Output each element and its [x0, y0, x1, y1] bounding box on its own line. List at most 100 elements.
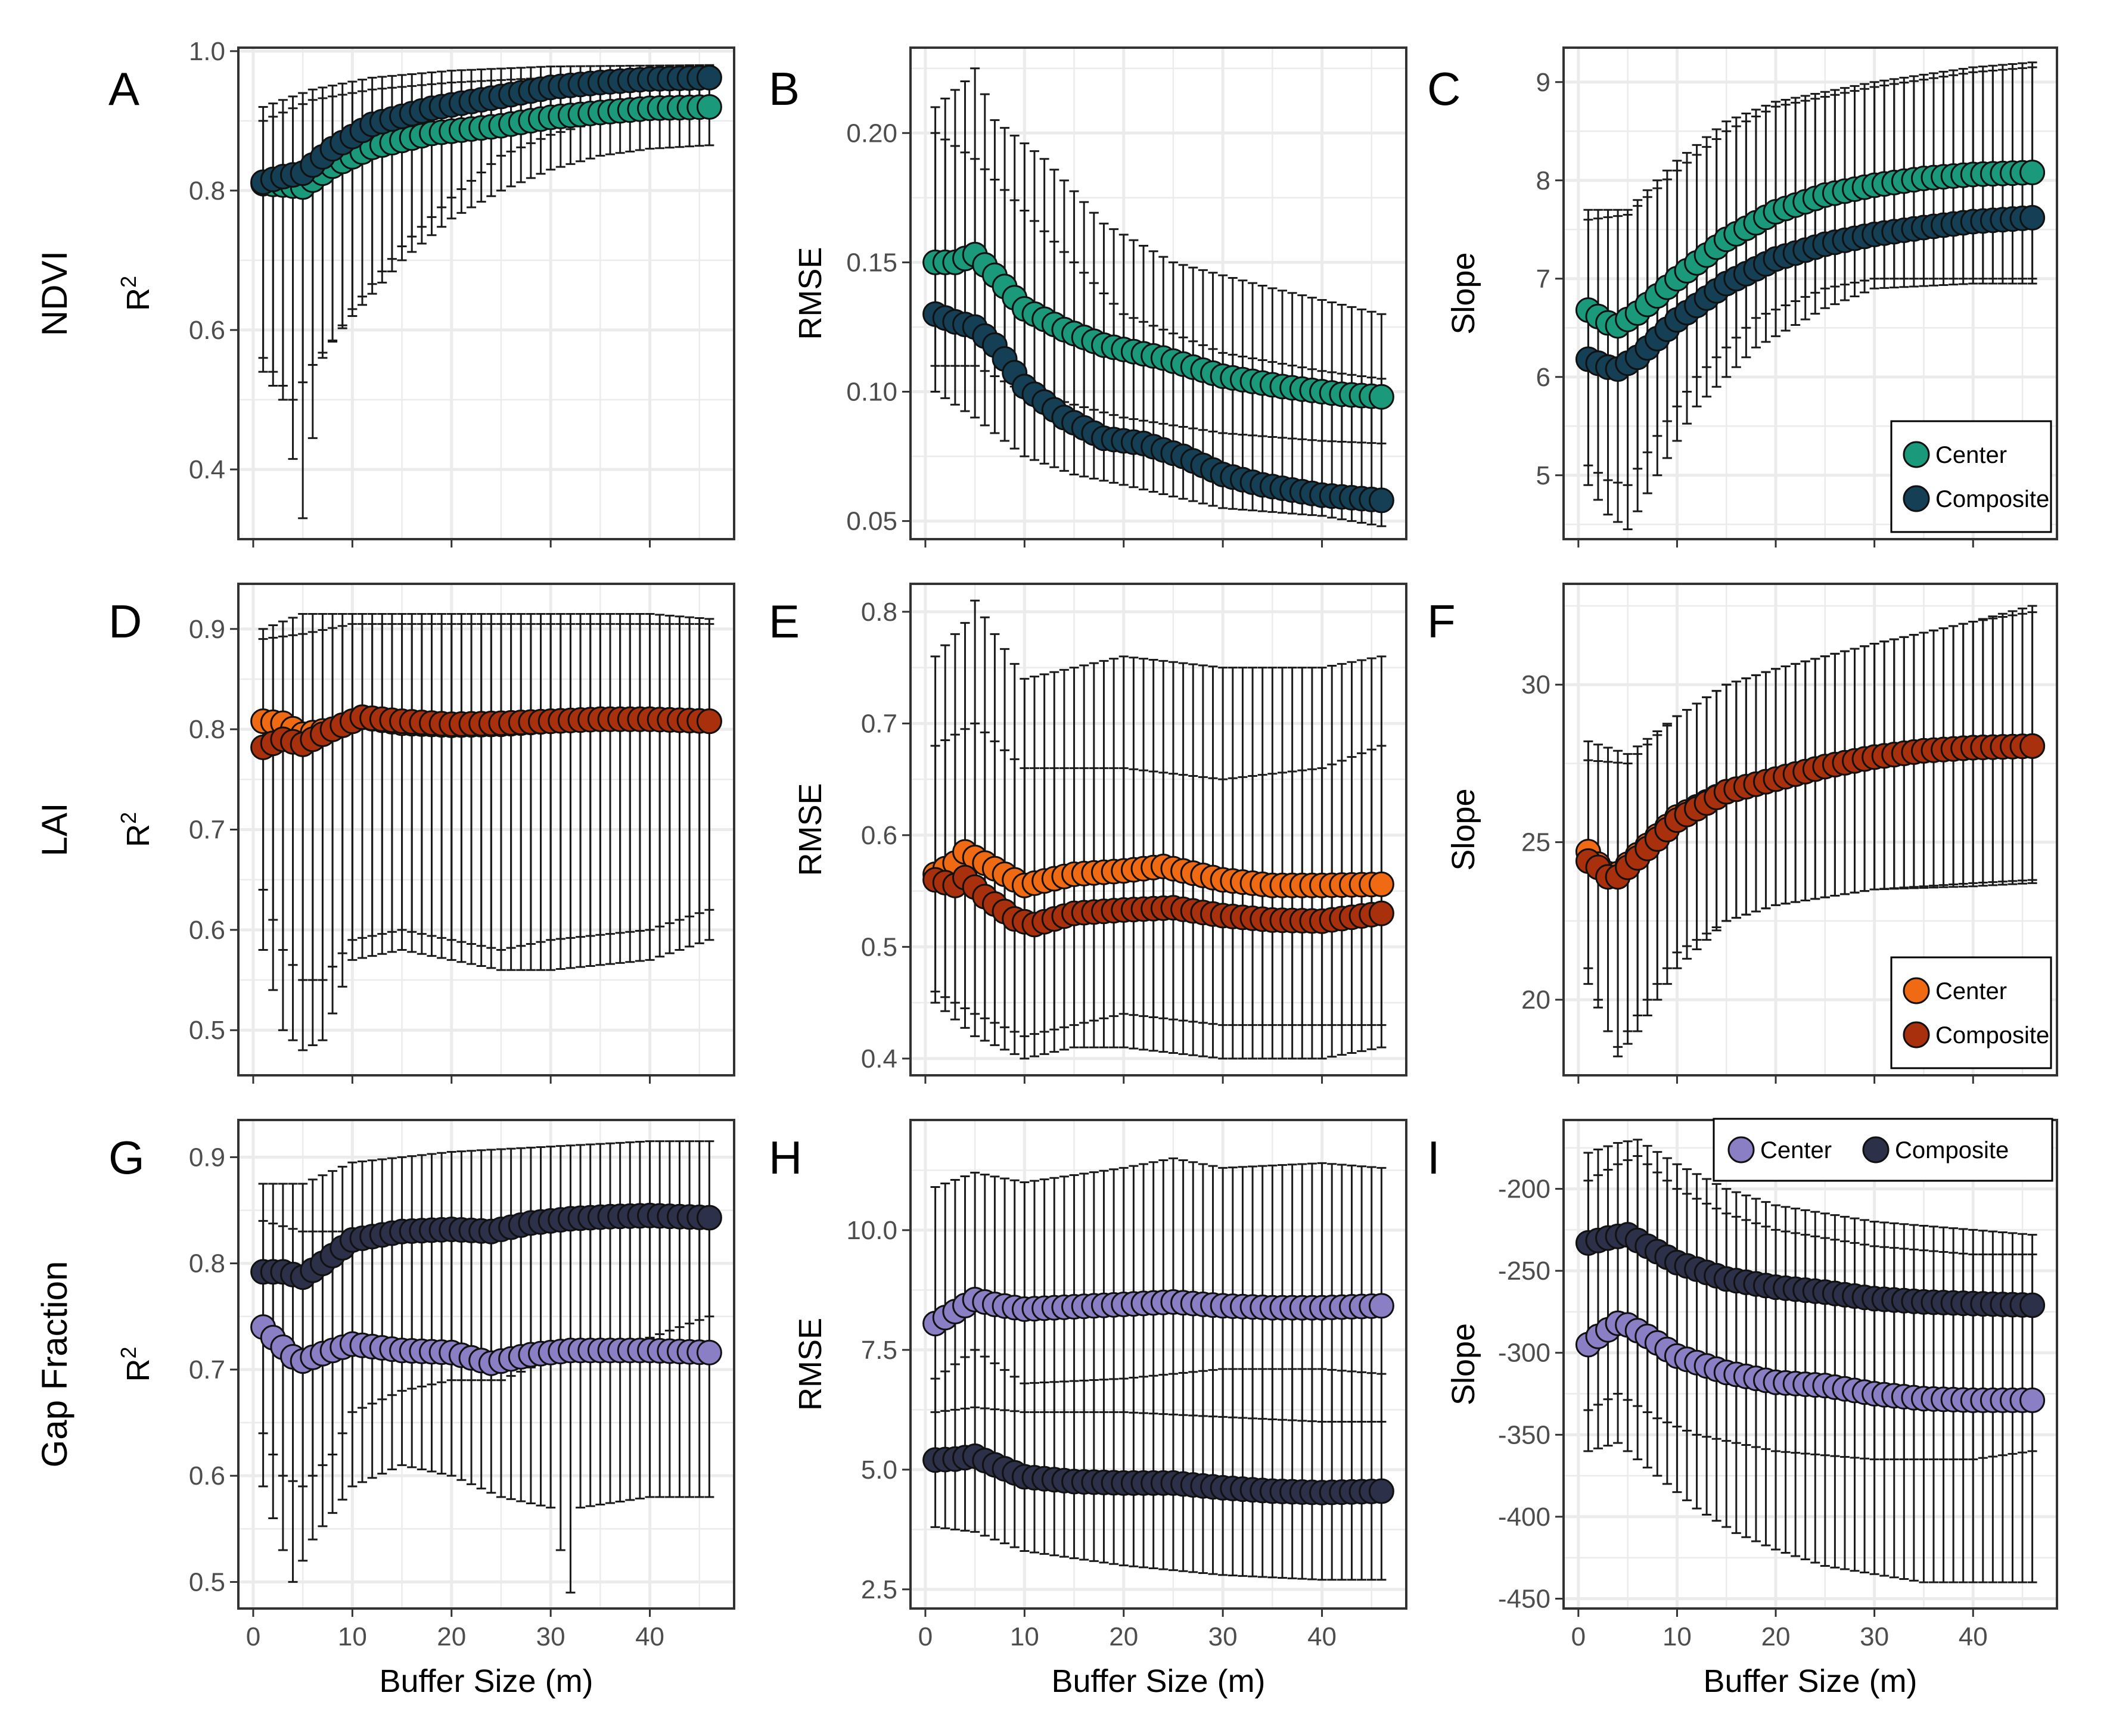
legend-key	[1903, 485, 1930, 512]
y-axis: 0.05 0.10 0.15 0.20	[846, 119, 910, 536]
series-center	[250, 1314, 722, 1376]
error-bar	[1357, 752, 1367, 1052]
error-bar	[318, 613, 328, 1041]
y-tick-label: -350	[1498, 1420, 1550, 1449]
error-bar	[496, 613, 506, 971]
error-bar	[1997, 1231, 2008, 1457]
legend-label: Center	[1935, 442, 2007, 468]
error-bar	[1642, 743, 1652, 1017]
error-bar	[536, 613, 546, 971]
data-point	[696, 708, 722, 735]
series-composite	[1575, 733, 2046, 890]
y-tick-label: 6	[1536, 363, 1550, 392]
error-bar	[377, 613, 387, 955]
error-bar	[990, 178, 1000, 434]
y-tick-label: 10.0	[846, 1216, 897, 1245]
error-bar	[1702, 146, 1712, 398]
y-axis-title-base: R	[120, 288, 156, 311]
data-point	[2019, 1292, 2046, 1318]
y-tick-label: 20	[1521, 985, 1550, 1015]
error-bar	[1839, 1215, 1850, 1458]
y-tick-label: 0.6	[189, 316, 225, 345]
legend-label: Center	[1760, 1137, 1832, 1163]
error-bar	[467, 1150, 477, 1382]
error-bar	[1020, 210, 1030, 458]
error-bar	[1958, 1228, 1968, 1461]
y-tick-label: -300	[1498, 1339, 1550, 1368]
error-bar	[367, 613, 377, 957]
error-bar	[1850, 1217, 1860, 1459]
y-tick-label: 0.4	[861, 1044, 897, 1074]
legend-box	[1890, 420, 2052, 533]
error-bar	[328, 613, 338, 1015]
y-tick-label: 0.15	[846, 248, 897, 277]
y-tick-label: 0.7	[861, 709, 897, 738]
data-point	[696, 64, 722, 91]
error-bar	[970, 158, 980, 419]
y-tick-label: 0.6	[861, 821, 897, 850]
x-axis-title: Buffer Size (m)	[1051, 1663, 1265, 1699]
error-bar	[970, 1349, 980, 1533]
error-bar	[407, 613, 417, 953]
error-bar	[278, 620, 288, 1031]
panel-B: 0.05 0.10 0.15 0.20 RMSE B	[769, 46, 1407, 547]
error-bar	[655, 1140, 665, 1335]
error-bar	[694, 617, 704, 944]
y-tick-label: 0.05	[846, 507, 897, 536]
error-bar	[1761, 1201, 1771, 1450]
error-bar	[347, 1161, 358, 1413]
error-bar	[565, 613, 576, 969]
y-axis-title: Slope	[1446, 252, 1481, 334]
error-bar	[1949, 1227, 1959, 1461]
points	[250, 704, 722, 760]
error-bar	[1780, 1206, 1791, 1453]
series-composite	[1575, 204, 2046, 382]
panel-C: 5 6 7 8 9 Slope C Center Composite	[1427, 46, 2058, 547]
error-bar	[1069, 261, 1079, 475]
y-axis-title: RMSE	[793, 1318, 828, 1411]
legend-box	[1890, 956, 2052, 1069]
error-bar	[1968, 1228, 1978, 1461]
error-bar	[675, 1140, 685, 1329]
plot-background	[910, 1120, 1406, 1609]
error-bar	[1208, 1369, 1218, 1575]
error-bar	[397, 613, 407, 951]
points	[1575, 1222, 2046, 1414]
error-bar	[2008, 1232, 2018, 1455]
series-composite	[250, 64, 722, 195]
x-axis	[252, 539, 651, 547]
error-bar	[605, 613, 615, 965]
plot-frame	[1562, 46, 2058, 540]
error-bar	[1860, 1219, 1870, 1460]
y-tick-label: -200	[1498, 1175, 1550, 1204]
y-tick-label: 0.8	[189, 1249, 225, 1278]
x-tick-label: 0	[918, 1622, 933, 1651]
y-axis-title-base: R	[120, 1359, 156, 1382]
y-tick-label: 0.9	[189, 1143, 225, 1172]
error-bar	[1376, 1373, 1387, 1581]
y-tick-label: 0.9	[189, 615, 225, 644]
error-bar	[456, 613, 467, 963]
error-bar	[1000, 189, 1010, 442]
x-tick-label: 30	[536, 1622, 565, 1651]
y-tick-label: 0.10	[846, 378, 897, 407]
error-bar	[704, 618, 714, 941]
y-tick-label: 0.7	[189, 1355, 225, 1385]
error-bar	[496, 1148, 506, 1382]
error-bar	[960, 151, 970, 412]
data-point	[2019, 733, 2046, 759]
error-bar	[358, 1161, 367, 1409]
error-bar	[437, 613, 447, 959]
panel-I: -450 -400 -350 -300 -250 -200 0 10 20 30 40 Slope Bu…	[1427, 1118, 2058, 1699]
panel-letter: I	[1427, 1131, 1440, 1184]
panel-G: 0.5 0.6 0.7 0.8 0.9 0 10 20 30 40 R2 Buffer Size (m…	[108, 1119, 735, 1699]
error-bar	[307, 1178, 318, 1477]
error-bar	[476, 1149, 486, 1382]
data-point	[696, 1339, 722, 1365]
y-axis-title: Slope	[1446, 1323, 1481, 1405]
y-axis: -450 -400 -350 -300 -250 -200	[1498, 1175, 1564, 1613]
error-bar	[1830, 1214, 1840, 1457]
x-tick-label: 20	[1109, 1622, 1138, 1651]
error-bar	[990, 1362, 1000, 1541]
